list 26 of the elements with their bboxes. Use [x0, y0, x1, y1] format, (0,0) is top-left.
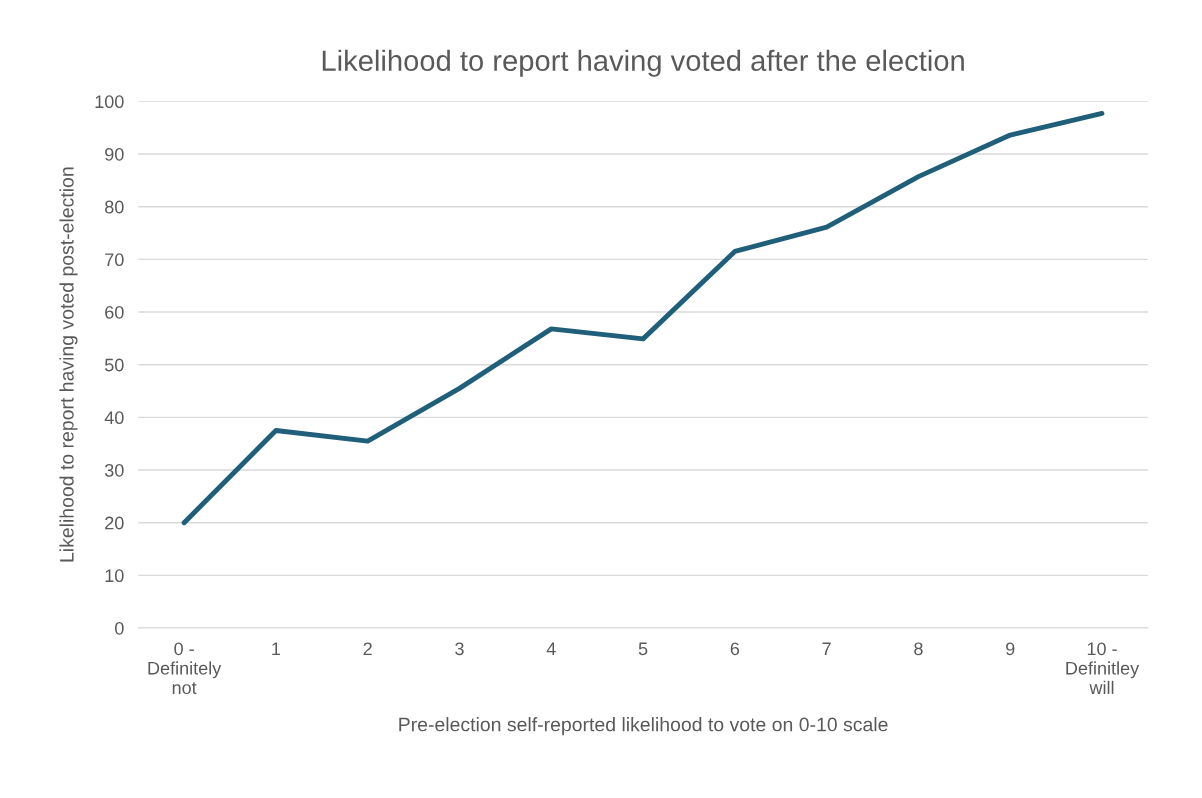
y-tick-label: 20 [105, 516, 124, 530]
x-tick-label: 1 [272, 642, 281, 655]
y-tick-label: 60 [105, 305, 124, 319]
line-series [181, 111, 1105, 526]
x-tick-label: 10 - Definitley will [1066, 642, 1140, 694]
y-tick-label: 10 [105, 569, 124, 583]
x-tick-label: 2 [363, 642, 372, 655]
x-tick-label: 0 - Definitely not [148, 642, 222, 695]
x-tick-label: 8 [914, 642, 923, 656]
x-tick-label: 9 [1006, 642, 1015, 656]
y-tick-label: 0 [115, 621, 124, 635]
y-tick-label: 50 [104, 358, 124, 372]
x-axis-title: Pre-election self-reported likelihood to vote on 0-10 scale [399, 717, 888, 736]
y-tick-label: 100 [95, 95, 124, 109]
y-tick-label: 90 [105, 147, 124, 161]
y-tick-label: 70 [105, 253, 124, 267]
y-tick-label: 40 [104, 411, 124, 425]
y-tick-label: 80 [105, 200, 124, 214]
x-tick-label: 3 [455, 642, 464, 656]
chart-title: Likelihood to report having voted after the election [322, 49, 964, 77]
x-tick-label: 7 [822, 642, 831, 655]
y-axis-title: Likelihood to report having voted post-election [59, 167, 78, 562]
x-tick-label: 4 [546, 642, 556, 655]
x-tick-label: 5 [638, 642, 648, 656]
y-tick-label: 30 [104, 463, 124, 477]
x-tick-label: 6 [730, 642, 740, 656]
